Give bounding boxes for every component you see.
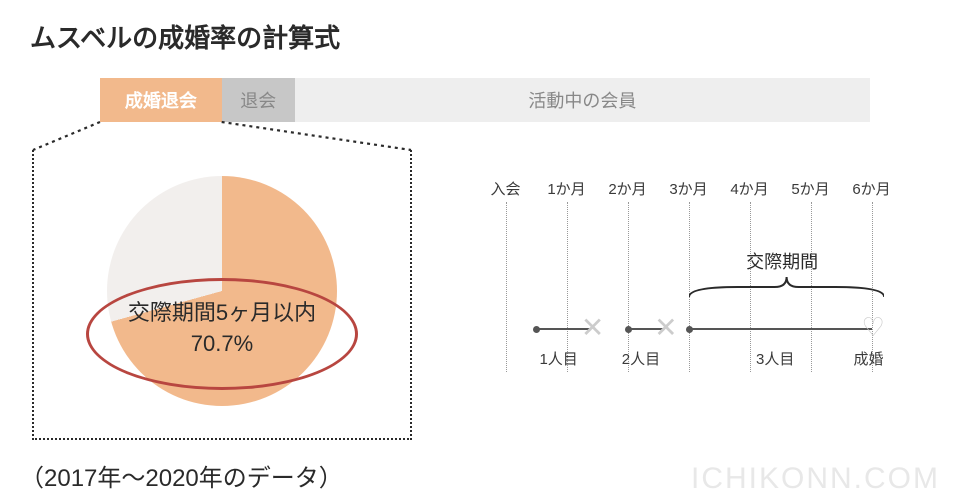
timeline-header-cell: 3か月 [658,178,719,199]
brace-icon [689,273,884,303]
bar-seg-withdrawn: 退会 [222,78,295,122]
timeline-person-label: 1人目 [539,348,577,369]
heart-icon: ♡ [862,314,885,340]
callout-text: 交際期間5ヶ月以内 70.7% [100,298,344,360]
timeline-header-cell: 入会 [475,178,536,199]
timeline-header-cell: 1か月 [536,178,597,199]
watermark: ICHIKONN.COM [691,462,940,496]
bar-seg-active: 活動中の会員 [295,78,870,122]
timeline: 入会1か月2か月3か月4か月5か月6か月 交際期間 ✕1人目✕2人目♡3人目成婚 [475,178,935,428]
stacked-bar: 成婚退会 退会 活動中の会員 [100,78,870,122]
timeline-header-cell: 5か月 [780,178,841,199]
page-title: ムスベルの成婚率の計算式 [30,18,340,55]
callout-line1: 交際期間5ヶ月以内 [100,298,344,329]
timeline-header-cell: 6か月 [841,178,902,199]
timeline-person-label: 2人目 [622,348,660,369]
cross-icon: ✕ [581,314,604,342]
timeline-person-label: 3人目 [756,348,794,369]
timeline-track [689,328,872,330]
timeline-range-label: 交際期間 [746,248,818,274]
timeline-header-cell: 4か月 [719,178,780,199]
callout-line2: 70.7% [100,329,344,360]
cross-icon: ✕ [654,314,677,342]
timeline-header: 入会1か月2か月3か月4か月5か月6か月 [475,178,935,199]
timeline-header-cell: 2か月 [597,178,658,199]
timeline-end-label: 成婚 [854,348,884,369]
footnote: （2017年〜2020年のデータ） [20,458,343,493]
bar-seg-married: 成婚退会 [100,78,222,122]
